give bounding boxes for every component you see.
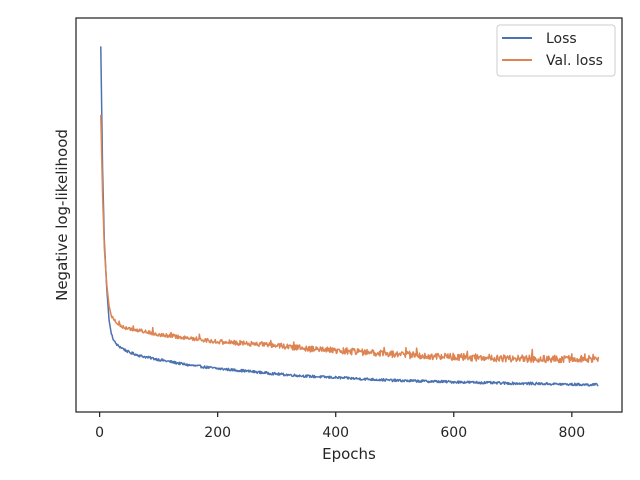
series-lines [100,46,600,387]
plot-area [75,17,623,413]
x-tick-label: 400 [322,425,349,441]
series-line-val-loss [100,114,600,364]
legend-label-loss: Loss [546,31,577,47]
x-axis-ticks: 0 200 400 600 800 [95,412,585,441]
legend-label-val-loss: Val. loss [546,53,603,69]
x-tick-label: 0 [95,425,104,441]
x-tick-label: 200 [204,425,231,441]
x-tick-label: 600 [440,425,467,441]
series-line-loss [100,46,599,387]
y-axis-label: Negative log-likelihood [53,129,71,301]
x-tick-label: 800 [558,425,585,441]
x-axis-label: Epochs [322,445,376,463]
legend: Loss Val. loss [496,24,616,77]
